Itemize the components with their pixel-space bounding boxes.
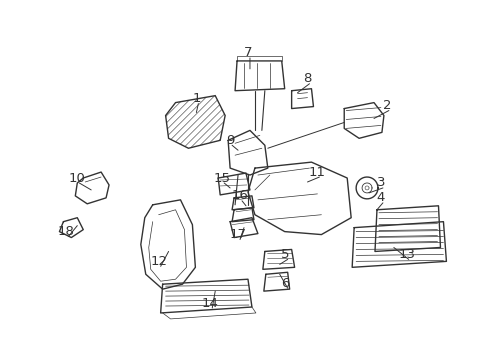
Text: 15: 15 xyxy=(213,171,230,185)
Text: 4: 4 xyxy=(376,192,385,204)
Text: 14: 14 xyxy=(202,297,218,310)
Text: 17: 17 xyxy=(229,228,246,241)
Text: 6: 6 xyxy=(281,277,289,290)
Text: 1: 1 xyxy=(192,92,200,105)
Text: 8: 8 xyxy=(303,72,311,85)
Text: 9: 9 xyxy=(225,134,234,147)
Text: 16: 16 xyxy=(231,189,248,202)
Text: 12: 12 xyxy=(150,255,167,268)
Text: 13: 13 xyxy=(397,248,414,261)
Text: 11: 11 xyxy=(308,166,325,179)
Text: 7: 7 xyxy=(243,46,252,59)
Text: 5: 5 xyxy=(281,248,289,261)
Text: 2: 2 xyxy=(382,99,390,112)
Text: 3: 3 xyxy=(376,176,385,189)
Text: 10: 10 xyxy=(69,171,85,185)
Text: 18: 18 xyxy=(58,225,75,238)
